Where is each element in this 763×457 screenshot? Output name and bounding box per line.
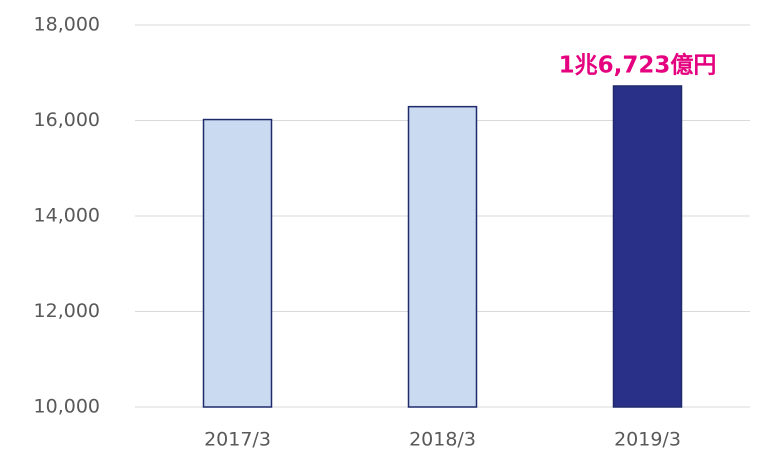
y-tick-label: 18,000 bbox=[34, 14, 100, 36]
y-tick-label: 14,000 bbox=[34, 205, 100, 227]
y-tick-label: 12,000 bbox=[34, 300, 100, 322]
bar bbox=[407, 105, 478, 408]
y-tick-label: 10,000 bbox=[34, 396, 100, 418]
x-tick-label: 2017/3 bbox=[204, 429, 271, 451]
x-tick-label: 2019/3 bbox=[614, 429, 681, 451]
y-tick-label: 16,000 bbox=[34, 109, 100, 131]
data-label: 1兆6,723億円 bbox=[559, 51, 717, 78]
bar bbox=[612, 85, 683, 408]
bar bbox=[202, 118, 273, 408]
x-tick-label: 2018/3 bbox=[409, 429, 476, 451]
